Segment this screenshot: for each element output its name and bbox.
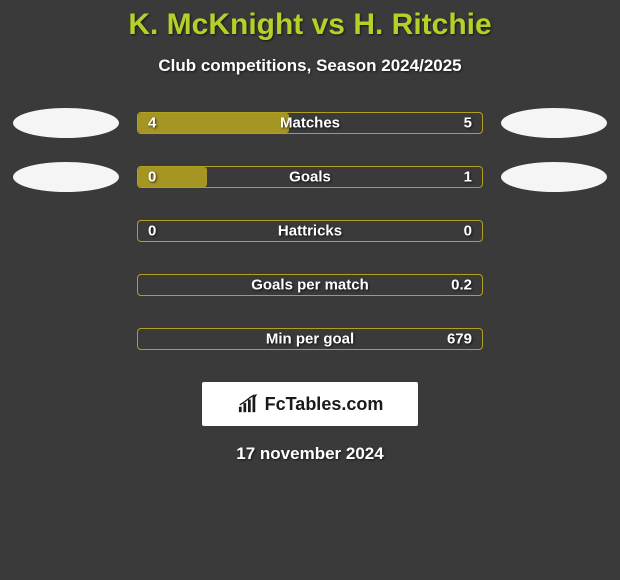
stat-right-value: 1 (464, 169, 472, 186)
stat-row: 0 Goals 1 (0, 162, 620, 192)
avatar-left (13, 162, 119, 192)
stat-left-value: 0 (148, 223, 156, 240)
stat-right-value: 0 (464, 223, 472, 240)
stat-row: 0 Hattricks 0 (0, 216, 620, 246)
stat-left-value: 4 (148, 115, 156, 132)
stat-row: 4 Matches 5 (0, 108, 620, 138)
stat-label: Matches (280, 115, 340, 132)
stat-row: Min per goal 679 (0, 324, 620, 354)
stat-bar: Min per goal 679 (137, 328, 483, 350)
comparison-infographic: K. McKnight vs H. Ritchie Club competiti… (0, 0, 620, 464)
bar-fill (138, 113, 289, 133)
stat-label: Min per goal (266, 331, 354, 348)
avatar-right (501, 108, 607, 138)
stat-right-value: 679 (447, 331, 472, 348)
stat-rows: 4 Matches 5 0 Goals 1 0 Hattricks 0 Goals per mat… (0, 108, 620, 354)
stat-bar: 0 Hattricks 0 (137, 220, 483, 242)
stat-right-value: 5 (464, 115, 472, 132)
avatar-left (13, 108, 119, 138)
stat-bar: Goals per match 0.2 (137, 274, 483, 296)
stat-left-value: 0 (148, 169, 156, 186)
page-title: K. McKnight vs H. Ritchie (0, 8, 620, 42)
stat-bar: 4 Matches 5 (137, 112, 483, 134)
logo-box: FcTables.com (202, 382, 418, 426)
stat-row: Goals per match 0.2 (0, 270, 620, 300)
stat-bar: 0 Goals 1 (137, 166, 483, 188)
stat-right-value: 0.2 (451, 277, 472, 294)
chart-icon (237, 394, 259, 414)
logo-text: FcTables.com (265, 394, 384, 415)
stat-label: Goals (289, 169, 331, 186)
stat-label: Goals per match (251, 277, 369, 294)
avatar-right (501, 162, 607, 192)
subtitle: Club competitions, Season 2024/2025 (0, 56, 620, 76)
stat-label: Hattricks (278, 223, 342, 240)
date-label: 17 november 2024 (0, 444, 620, 464)
